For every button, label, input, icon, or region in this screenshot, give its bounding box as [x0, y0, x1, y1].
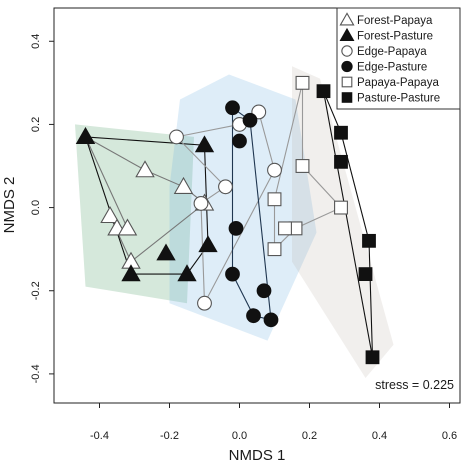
- legend-marker-pasture-pasture: [341, 92, 353, 103]
- stress-annotation: stress = 0.225: [375, 378, 454, 392]
- x-axis-title: NMDS 1: [229, 447, 286, 464]
- point-forest-papaya-6: [173, 176, 194, 194]
- point-forest-pasture-1: [75, 127, 96, 144]
- point-edge-pasture-3: [232, 133, 247, 149]
- point-edge-pasture-6: [263, 312, 279, 328]
- y-axis-title: NMDS 2: [1, 177, 18, 234]
- point-papaya-papaya-2: [295, 159, 310, 173]
- point-edge-papaya-1: [169, 129, 184, 145]
- point-forest-papaya-2: [100, 205, 120, 224]
- legend-box: [336, 7, 461, 110]
- y-tick-label-3: 0.0: [30, 200, 42, 215]
- point-edge-papaya-4: [267, 162, 282, 178]
- point-edge-papaya-6: [193, 195, 209, 211]
- point-papaya-papaya-7: [267, 242, 282, 257]
- legend-marker-edge-papaya: [341, 45, 353, 57]
- point-forest-papaya-8: [135, 160, 155, 178]
- x-tick-label-4: 0.2: [302, 430, 317, 442]
- y-tick-label-4: 0.2: [30, 117, 42, 132]
- point-pasture-pasture-2: [334, 125, 348, 140]
- point-papaya-papaya-3: [334, 200, 348, 215]
- point-forest-pasture-3: [198, 235, 218, 253]
- x-tick-label-2: -0.2: [160, 430, 179, 442]
- point-layer: [75, 75, 380, 365]
- legend-label-pasture-pasture: Pasture-Pasture: [357, 93, 440, 105]
- y-tick-label-5: 0.4: [30, 34, 42, 49]
- legend-label-forest-papaya: Forest-Papaya: [357, 15, 433, 27]
- point-edge-pasture-7: [246, 308, 261, 324]
- legend-label-forest-pasture: Forest-Pasture: [357, 31, 433, 43]
- x-tick-label-6: 0.6: [442, 430, 457, 442]
- point-edge-papaya-7: [218, 179, 233, 195]
- point-edge-pasture-2: [242, 112, 258, 128]
- legend: Forest-Papaya Forest-Pasture Edge-Papaya Ed…: [336, 7, 461, 110]
- point-edge-pasture-1: [225, 100, 240, 116]
- legend-label-edge-pasture: Edge-Pasture: [357, 62, 427, 74]
- x-tick-label-1: -0.4: [90, 430, 109, 442]
- point-pasture-pasture-3: [334, 154, 348, 169]
- legend-marker-forest-pasture: [339, 27, 355, 41]
- y-tick-label-2: -0.2: [30, 281, 42, 300]
- hull-shade-3: [292, 66, 394, 379]
- point-edge-pasture-5: [256, 283, 272, 299]
- point-papaya-papaya-1: [295, 75, 310, 90]
- axis-layer: -0.4 -0.2 0.0 0.2 0.4 0.6 -0.4 -0.2 0.0 0.2 0.4: [30, 34, 457, 442]
- point-forest-pasture-6: [121, 264, 141, 282]
- point-pasture-pasture-5: [358, 267, 373, 282]
- point-pasture-pasture-6: [365, 350, 380, 365]
- point-edge-papaya-5: [197, 295, 212, 311]
- x-tick-label-5: 0.4: [372, 430, 387, 442]
- point-papaya-papaya-5: [278, 221, 292, 236]
- legend-marker-edge-pasture: [341, 60, 353, 73]
- point-pasture-pasture-4: [362, 233, 376, 248]
- y-tick-label-1: -0.4: [30, 364, 42, 383]
- point-forest-papaya-4: [117, 218, 138, 236]
- point-forest-pasture-2: [194, 135, 215, 153]
- point-papaya-papaya-6: [267, 192, 282, 207]
- point-edge-pasture-8: [225, 266, 240, 282]
- legend-marker-forest-papaya: [339, 12, 355, 26]
- legend-label-papaya-papaya: Papaya-Papaya: [357, 77, 439, 89]
- plot-frame: [53, 7, 461, 404]
- point-edge-pasture-4: [228, 220, 244, 236]
- outline-forest-pasture: [84, 136, 209, 275]
- point-forest-pasture-5: [156, 243, 176, 261]
- point-forest-pasture-4: [177, 264, 197, 282]
- point-pasture-pasture-1: [316, 84, 331, 99]
- x-tick-label-3: 0.0: [232, 430, 247, 442]
- legend-label-edge-papaya: Edge-Papaya: [357, 46, 427, 58]
- legend-marker-papaya-papaya: [341, 76, 353, 88]
